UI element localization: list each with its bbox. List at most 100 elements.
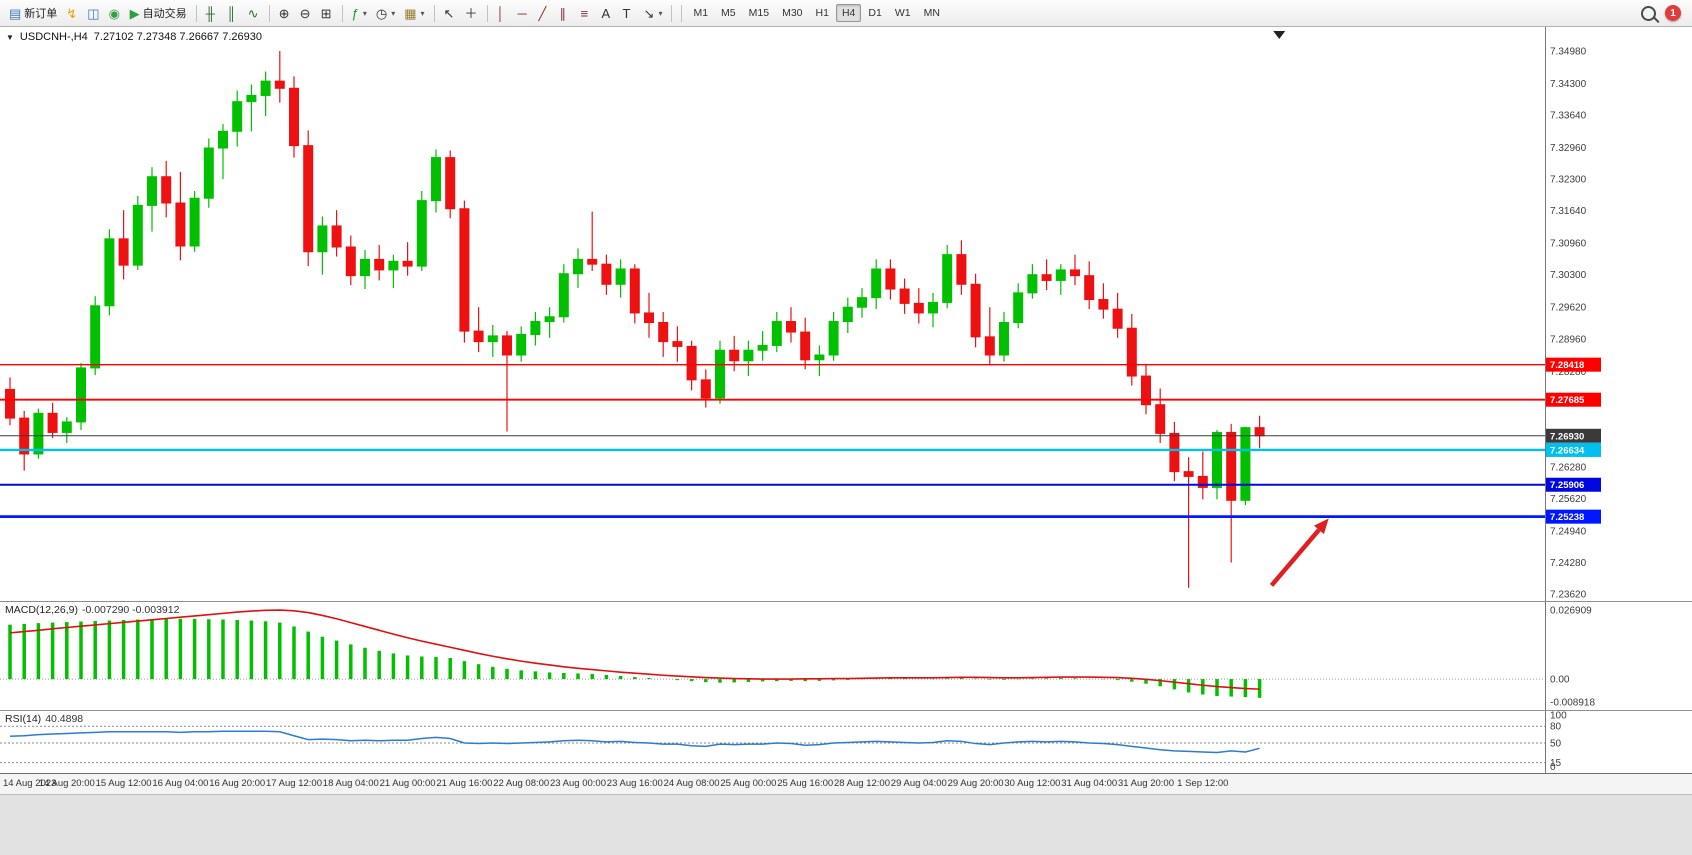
one-click-trading-icon: ↯ [66, 5, 78, 21]
timeframe-d1-button[interactable]: D1 [862, 4, 887, 22]
templates-button[interactable]: ▦ ▾ [400, 3, 428, 23]
new-order-button[interactable]: ▤ 新订单 [5, 3, 61, 23]
timeframe-m5-button[interactable]: M5 [715, 4, 742, 22]
candle-body [459, 208, 470, 332]
time-axis-label: 25 Aug 00:00 [720, 778, 777, 789]
candle-body [1084, 275, 1095, 301]
timeframe-h4-button[interactable]: H4 [835, 4, 862, 22]
bar-chart-mode-button[interactable]: ╫ [202, 3, 222, 23]
market-watch-button[interactable]: ◫ [83, 3, 103, 23]
price-tick-label: 7.30960 [1550, 239, 1587, 250]
text-label-button[interactable]: T [619, 3, 639, 23]
price-tag[interactable] [1546, 357, 1601, 372]
candle-body [161, 176, 172, 204]
text-button[interactable]: A [598, 3, 618, 23]
candle-body [1183, 471, 1194, 477]
vertical-line-icon: │ [496, 5, 505, 21]
toolbar-separator [671, 4, 673, 22]
timeframe-mn-button[interactable]: MN [918, 4, 946, 22]
candle-body [203, 147, 214, 199]
new-order-label: 新订单 [24, 8, 58, 20]
chart-window: 7.34980 7.34300 7.33640 7.32960 7.32300 7.316… [0, 27, 1692, 855]
arrows-icon: ↘ [643, 5, 655, 21]
periods-button[interactable]: ◷ ▾ [372, 3, 399, 23]
macd-canvas[interactable]: 0.026909 0.00 -0.008918 [0, 602, 1692, 710]
indicators-button[interactable]: ƒ ▾ [348, 3, 371, 23]
horizontal-line-button[interactable]: ─ [514, 3, 534, 23]
text-icon: A [601, 5, 611, 21]
collapse-triangle-icon[interactable]: ▼ [6, 32, 14, 42]
auto-trading-button[interactable]: ▶ 自动交易 [126, 3, 191, 23]
main-chart-canvas[interactable]: 7.34980 7.34300 7.33640 7.32960 7.32300 7.316… [0, 27, 1692, 601]
macd-histogram [8, 618, 1262, 698]
price-tick-label: 7.34980 [1550, 47, 1587, 58]
navigator-button[interactable]: ◉ [105, 3, 125, 23]
fibonacci-button[interactable]: ≡ [577, 3, 597, 23]
timeframe-m30-button[interactable]: M30 [776, 4, 808, 22]
vertical-line-button[interactable]: │ [493, 3, 513, 23]
candle-body [260, 80, 271, 96]
zoom-in-button[interactable]: ⊕ [275, 3, 295, 23]
chevron-down-icon: ▾ [420, 8, 425, 18]
window-bottom-space [0, 794, 1692, 855]
bar-chart-mode-icon: ╫ [205, 5, 215, 21]
crosshair-button[interactable]: ＋ [461, 3, 482, 23]
candle-body [970, 283, 981, 338]
notification-badge[interactable]: 1 [1665, 5, 1681, 21]
annotation-arrow-head[interactable] [1314, 518, 1329, 535]
timeframe-w1-button[interactable]: W1 [889, 4, 917, 22]
candlestick-mode-icon: ║ [226, 5, 236, 21]
macd-tick-label: 0.026909 [1550, 606, 1592, 617]
price-tag[interactable] [1546, 477, 1601, 492]
price-tag-label: 7.28418 [1550, 360, 1584, 371]
candle-body [1055, 269, 1066, 281]
toolbar-button-group: ▤ 新订单 ↯ ◫ ◉ ▶ 自动交易 ╫ ║ ∿ ⊕ ⊖ ⊞ ƒ ▾ ◷ ▾ ▦ ▾ ↖ ＋ │ ─ ╱ ∥ ≡ A T ↘ ▾ [5, 3, 676, 23]
zoom-out-button[interactable]: ⊖ [296, 3, 316, 23]
price-tag-label: 7.27685 [1550, 395, 1585, 406]
price-tag[interactable] [1546, 442, 1601, 457]
candlestick-mode-button[interactable]: ║ [223, 3, 243, 23]
rsi-tick-label: 0 [1550, 762, 1556, 773]
annotation-arrow-shaft[interactable] [1269, 528, 1321, 587]
candle-body [601, 263, 612, 285]
candle-body [132, 204, 143, 266]
toolbar-separator [681, 4, 683, 22]
candle-body [374, 258, 385, 271]
trendline-button[interactable]: ╱ [535, 3, 555, 23]
timeframe-m1-button[interactable]: M1 [687, 4, 714, 22]
time-axis[interactable]: 14 Aug 2023 14 Aug 20:00 15 Aug 12:00 16 Au… [0, 773, 1692, 794]
rsi-value: 40.4898 [45, 713, 84, 725]
price-tick-label: 7.28280 [1550, 367, 1587, 378]
one-click-trading-button[interactable]: ↯ [62, 3, 82, 23]
price-tick-label: 7.32960 [1550, 143, 1587, 154]
line-chart-mode-button[interactable]: ∿ [244, 3, 264, 23]
candle-body [715, 349, 725, 399]
time-axis-label: 16 Aug 20:00 [209, 778, 266, 789]
timeframe-h1-button[interactable]: H1 [810, 4, 835, 22]
toolbar: ▤ 新订单 ↯ ◫ ◉ ▶ 自动交易 ╫ ║ ∿ ⊕ ⊖ ⊞ ƒ ▾ ◷ ▾ ▦ ▾ ↖ ＋ │ ─ ╱ ∥ ≡ A T ↘ ▾ M1 M5… [0, 0, 1692, 27]
candle-body [274, 80, 285, 89]
time-axis-label: 23 Aug 00:00 [550, 778, 606, 789]
candlestick-series [5, 51, 1265, 588]
horizontal-line-icon: ─ [517, 5, 527, 21]
candle-body [1212, 431, 1222, 488]
timeframe-m15-button[interactable]: M15 [743, 4, 775, 22]
chart-shift-marker-icon[interactable] [1273, 31, 1286, 39]
candle-body [147, 176, 157, 206]
main-chart-pane: 7.34980 7.34300 7.33640 7.32960 7.32300 7.316… [0, 27, 1692, 601]
market-watch-icon: ◫ [87, 5, 100, 21]
price-tag[interactable] [1546, 392, 1601, 407]
equidistant-channel-button[interactable]: ∥ [556, 3, 576, 23]
search-icon[interactable] [1641, 5, 1656, 21]
price-tag[interactable] [1546, 428, 1601, 443]
tile-windows-button[interactable]: ⊞ [317, 3, 337, 23]
price-tag[interactable] [1546, 509, 1601, 524]
chevron-down-icon: ▾ [391, 8, 396, 18]
time-axis-label: 23 Aug 16:00 [606, 778, 663, 789]
cursor-button[interactable]: ↖ [440, 3, 460, 23]
time-axis-label: 31 Aug 20:00 [1118, 778, 1174, 789]
candle-body [360, 258, 370, 277]
candle-body [431, 157, 441, 202]
arrows-button[interactable]: ↘ ▾ [640, 3, 667, 23]
